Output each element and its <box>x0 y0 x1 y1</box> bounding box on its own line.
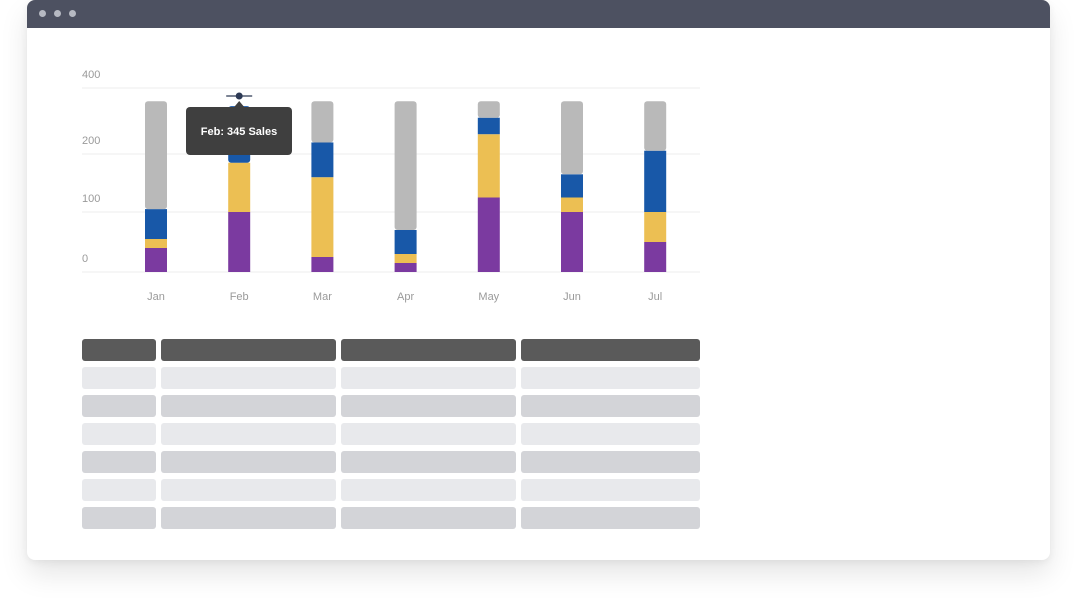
x-tick-label: Feb <box>230 291 249 303</box>
table-cell <box>82 395 156 417</box>
data-table <box>82 339 700 535</box>
table-cell <box>161 423 336 445</box>
bar-segment[interactable] <box>145 239 167 248</box>
table-cell <box>82 367 156 389</box>
bar-segment[interactable] <box>477 197 500 273</box>
table-cell <box>341 395 516 417</box>
bar-segment[interactable] <box>477 117 500 135</box>
bar-segment[interactable] <box>311 142 334 178</box>
x-tick-label: May <box>478 291 499 303</box>
table-cell <box>341 423 516 445</box>
x-tick-label: Jan <box>147 291 165 303</box>
bar-segment[interactable] <box>228 212 251 272</box>
table-cell <box>521 367 700 389</box>
bar-segment[interactable] <box>228 162 251 212</box>
y-tick-label: 200 <box>82 135 100 147</box>
bar-segment[interactable] <box>561 212 583 272</box>
table-cell <box>161 367 336 389</box>
table-cell <box>521 479 700 501</box>
header-cell <box>82 339 156 361</box>
bar-segment[interactable] <box>644 150 667 212</box>
table-row <box>82 479 700 501</box>
header-cell <box>341 339 516 361</box>
x-tick-label: Jun <box>563 291 581 303</box>
bar-segment[interactable] <box>311 177 334 257</box>
table-cell <box>521 395 700 417</box>
table-row <box>82 395 700 417</box>
table-cell <box>82 423 156 445</box>
y-tick-label: 100 <box>82 193 100 205</box>
bar-segment[interactable] <box>145 209 167 239</box>
bar-segment[interactable] <box>644 212 667 242</box>
close-dot-icon[interactable] <box>39 10 46 17</box>
bar-segment[interactable] <box>145 101 167 210</box>
bar-segment[interactable] <box>394 230 417 254</box>
window-titlebar <box>27 0 1050 28</box>
app-window: 0 100 200 400 Jan Feb Mar Apr May Jun Jul Feb: 345 … <box>27 0 1050 560</box>
table-cell <box>161 395 336 417</box>
maximize-dot-icon[interactable] <box>69 10 76 17</box>
bar-segment[interactable] <box>561 174 583 198</box>
table-cell <box>82 451 156 473</box>
table-cell <box>161 507 336 529</box>
minimize-dot-icon[interactable] <box>54 10 61 17</box>
bar-segment[interactable] <box>561 197 583 213</box>
table-cell <box>341 367 516 389</box>
bar-segment[interactable] <box>477 101 500 118</box>
stacked-bar-chart: 0 100 200 400 Jan Feb Mar Apr May Jun Jul Feb: 345 … <box>27 28 727 323</box>
chart-svg: 0 100 200 400 Jan Feb Mar Apr May Jun Jul Feb: 345 … <box>82 69 700 303</box>
x-tick-label: Mar <box>313 291 332 303</box>
bar-segment[interactable] <box>561 101 583 175</box>
bar-segment[interactable] <box>644 242 667 272</box>
table-row <box>82 367 700 389</box>
bar-segment[interactable] <box>394 101 417 230</box>
y-tick-label: 400 <box>82 69 100 81</box>
tooltip-box <box>186 107 292 155</box>
bar-segment[interactable] <box>477 134 500 198</box>
bar-segment[interactable] <box>394 263 417 272</box>
table-cell <box>341 451 516 473</box>
table-cell <box>521 451 700 473</box>
x-tick-label: Apr <box>397 291 414 303</box>
tooltip-arrow <box>234 101 245 107</box>
bar-segment[interactable] <box>145 248 167 272</box>
table-cell <box>82 507 156 529</box>
bar-segment[interactable] <box>311 257 334 272</box>
table-row <box>82 451 700 473</box>
table-cell <box>341 479 516 501</box>
table-cell <box>341 507 516 529</box>
table-row <box>82 423 700 445</box>
table-row <box>82 507 700 529</box>
table-cell <box>82 479 156 501</box>
x-tick-label: Jul <box>648 291 662 303</box>
table-cell <box>161 451 336 473</box>
table-header-row <box>82 339 700 361</box>
y-tick-label: 0 <box>82 253 88 265</box>
header-cell <box>521 339 700 361</box>
header-cell <box>161 339 336 361</box>
tooltip-marker-dot <box>235 92 243 100</box>
bar-segment[interactable] <box>311 101 334 143</box>
table-cell <box>521 423 700 445</box>
tooltip-text: Feb: 345 Sales <box>201 126 277 138</box>
table-cell <box>521 507 700 529</box>
bar-segment[interactable] <box>394 254 417 263</box>
bar-segment[interactable] <box>644 101 667 151</box>
table-cell <box>161 479 336 501</box>
